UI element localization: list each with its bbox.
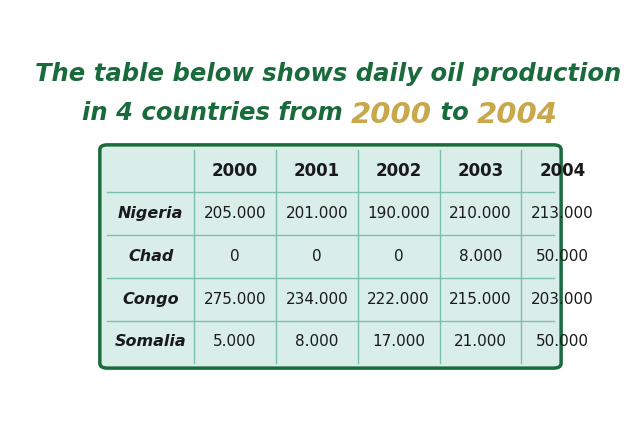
Text: Somalia: Somalia [115, 334, 186, 349]
Text: 2004: 2004 [477, 101, 558, 129]
Text: 205.000: 205.000 [204, 206, 266, 221]
Text: 222.000: 222.000 [367, 292, 430, 307]
Text: in 4 countries from: in 4 countries from [82, 101, 351, 125]
Text: 50.000: 50.000 [536, 249, 589, 264]
Text: 213.000: 213.000 [531, 206, 594, 221]
Text: The table below shows daily oil production: The table below shows daily oil producti… [35, 62, 621, 86]
Text: 8.000: 8.000 [295, 334, 339, 349]
Text: 0: 0 [394, 249, 403, 264]
Text: 0: 0 [230, 249, 240, 264]
Text: Nigeria: Nigeria [118, 206, 184, 221]
Text: 8.000: 8.000 [459, 249, 502, 264]
Text: 2002: 2002 [376, 162, 422, 180]
Text: 275.000: 275.000 [204, 292, 266, 307]
Text: 21.000: 21.000 [454, 334, 507, 349]
Text: 17.000: 17.000 [372, 334, 425, 349]
Text: 2003: 2003 [458, 162, 504, 180]
Text: to: to [432, 101, 477, 125]
Text: 190.000: 190.000 [367, 206, 430, 221]
Text: 2004: 2004 [540, 162, 586, 180]
Text: 2001: 2001 [294, 162, 340, 180]
Text: 2000: 2000 [212, 162, 258, 180]
Text: 5.000: 5.000 [213, 334, 257, 349]
Text: 210.000: 210.000 [449, 206, 512, 221]
Text: 215.000: 215.000 [449, 292, 512, 307]
Text: 50.000: 50.000 [536, 334, 589, 349]
Text: 201.000: 201.000 [285, 206, 348, 221]
Text: 0: 0 [312, 249, 322, 264]
Text: 203.000: 203.000 [531, 292, 594, 307]
Text: 2000: 2000 [351, 101, 432, 129]
Text: 234.000: 234.000 [285, 292, 348, 307]
Text: Chad: Chad [128, 249, 173, 264]
Text: Congo: Congo [122, 292, 179, 307]
FancyBboxPatch shape [100, 145, 561, 368]
